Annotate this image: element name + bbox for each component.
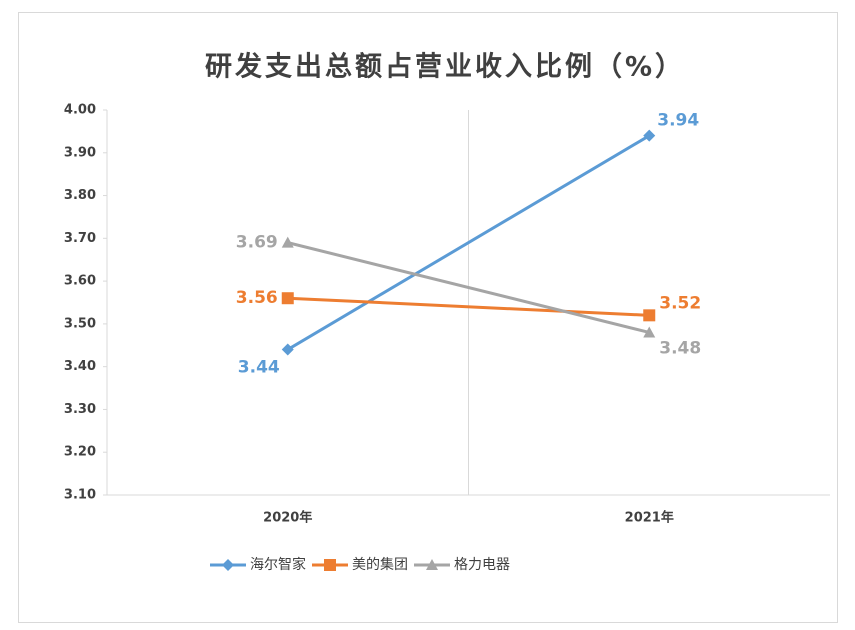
legend-marker [222, 559, 234, 571]
legend-label: 格力电器 [454, 557, 510, 573]
data-point [643, 326, 656, 338]
legend-marker [324, 559, 336, 571]
legend-label: 美的集团 [352, 556, 408, 573]
data-label: 3.44 [238, 358, 280, 378]
legend-label: 海尔智家 [250, 556, 306, 573]
data-label: 3.52 [659, 293, 701, 313]
data-label: 3.69 [236, 233, 278, 253]
series-line [287, 296, 650, 317]
y-tick-label: 4.00 [64, 103, 96, 118]
data-point [281, 236, 294, 248]
y-tick-label: 3.40 [64, 359, 96, 374]
chart-frame [18, 12, 838, 623]
x-tick-label: 2021年 [625, 510, 674, 526]
chart-title: 研发支出总额占营业收入比例（%） [205, 51, 685, 83]
data-point [643, 129, 656, 142]
y-tick-label: 3.70 [64, 231, 96, 246]
y-tick-label: 3.10 [64, 488, 96, 503]
legend-marker [426, 559, 438, 570]
data-label: 3.94 [657, 111, 699, 131]
y-tick-label: 3.30 [64, 402, 96, 417]
series-line [287, 241, 650, 334]
data-label: 3.56 [236, 288, 278, 308]
x-tick-label: 2020年 [263, 510, 312, 526]
data-point [281, 343, 294, 356]
y-tick-label: 3.20 [64, 445, 96, 460]
y-tick-label: 3.60 [64, 274, 96, 289]
data-point [281, 292, 294, 305]
y-tick-label: 3.90 [64, 145, 96, 160]
data-label: 3.48 [659, 338, 701, 358]
y-tick-label: 3.80 [64, 188, 96, 203]
series-line [286, 134, 651, 351]
data-point [643, 309, 656, 322]
y-tick-label: 3.50 [64, 316, 96, 331]
